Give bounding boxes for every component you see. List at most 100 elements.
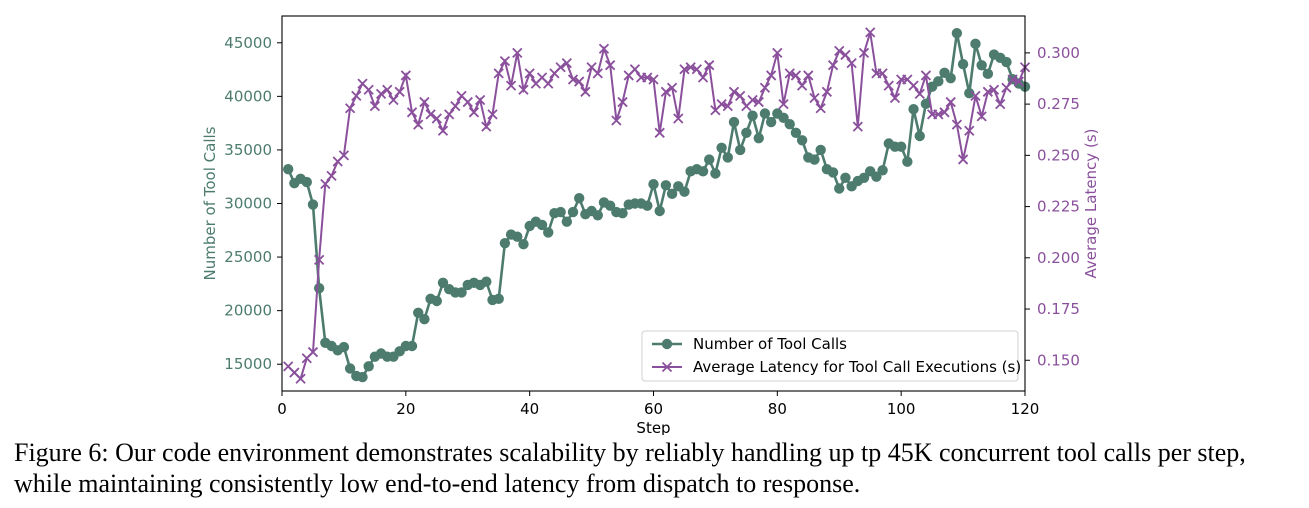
data-point-latency bbox=[970, 90, 981, 102]
y-tick-label-right: 0.300 bbox=[1037, 44, 1080, 62]
data-point-latency bbox=[505, 80, 517, 91]
data-point-tool-calls bbox=[642, 200, 653, 211]
data-point-latency bbox=[1001, 82, 1012, 93]
data-point-latency bbox=[450, 101, 461, 112]
data-point-latency bbox=[982, 86, 993, 97]
data-point-tool-calls bbox=[877, 165, 888, 176]
data-point-tool-calls bbox=[431, 295, 442, 307]
data-point-latency bbox=[834, 45, 845, 56]
data-point-latency bbox=[567, 74, 579, 85]
data-point-latency bbox=[759, 82, 771, 93]
data-point-tool-calls bbox=[555, 206, 566, 218]
data-point-latency bbox=[796, 80, 808, 91]
y-tick-label-right: 0.225 bbox=[1037, 198, 1080, 216]
data-point-tool-calls bbox=[809, 154, 820, 165]
data-point-latency bbox=[1013, 76, 1024, 87]
data-point-latency bbox=[821, 86, 833, 97]
data-point-tool-calls bbox=[734, 144, 746, 156]
data-point-latency bbox=[735, 90, 746, 102]
data-point-latency bbox=[728, 86, 740, 97]
data-point-latency bbox=[679, 64, 690, 75]
data-point-tool-calls bbox=[543, 227, 554, 238]
data-point-tool-calls bbox=[493, 293, 504, 305]
data-point-tool-calls bbox=[536, 219, 548, 231]
data-point-latency bbox=[574, 76, 585, 87]
data-point-tool-calls bbox=[982, 68, 994, 80]
data-point-latency bbox=[493, 68, 504, 79]
y-tick-label-right: 0.175 bbox=[1037, 300, 1080, 318]
chart: 0 20 40 60 80 100 120 15000 20000 25000 30000 35000… bbox=[201, 15, 1100, 435]
data-point-latency bbox=[704, 60, 715, 71]
data-point-latency bbox=[920, 70, 932, 81]
data-point-latency bbox=[481, 121, 492, 132]
data-point-tool-calls bbox=[363, 361, 374, 372]
data-point-tool-calls bbox=[784, 119, 795, 130]
data-point-tool-calls bbox=[920, 98, 932, 110]
legend-marker-calls bbox=[661, 338, 673, 350]
data-point-latency bbox=[852, 121, 863, 132]
data-point-latency bbox=[753, 96, 764, 108]
y-tick-label-left: 35000 bbox=[224, 141, 272, 159]
data-point-tool-calls bbox=[301, 176, 312, 188]
data-point-latency bbox=[809, 92, 820, 104]
data-point-latency bbox=[648, 74, 659, 85]
data-point-tool-calls bbox=[282, 164, 294, 175]
y-tick-label-right: 0.200 bbox=[1037, 249, 1080, 267]
data-point-latency bbox=[778, 98, 789, 110]
data-point-latency bbox=[803, 70, 814, 81]
data-point-tool-calls bbox=[827, 167, 839, 178]
data-point-latency bbox=[995, 98, 1006, 110]
data-point-latency bbox=[846, 57, 857, 69]
data-point-latency bbox=[865, 27, 876, 38]
data-point-latency bbox=[338, 150, 350, 161]
data-point-latency bbox=[431, 113, 442, 124]
data-point-tool-calls bbox=[834, 183, 845, 194]
data-point-latency bbox=[419, 96, 430, 108]
x-tick-label: 0 bbox=[277, 400, 287, 418]
y-tick-label-right: 0.275 bbox=[1037, 95, 1080, 113]
data-point-latency bbox=[598, 43, 610, 54]
data-point-latency bbox=[326, 170, 337, 181]
data-point-tool-calls bbox=[648, 179, 659, 190]
data-point-latency bbox=[976, 111, 987, 122]
data-point-tool-calls bbox=[895, 141, 907, 152]
data-point-tool-calls bbox=[858, 172, 870, 183]
data-point-tool-calls bbox=[970, 38, 981, 50]
data-point-tool-calls bbox=[840, 172, 851, 183]
data-point-tool-calls bbox=[567, 206, 579, 218]
y-axis-label-right: Average Latency (s) bbox=[1082, 129, 1100, 279]
x-tick-label: 40 bbox=[520, 400, 539, 418]
data-point-tool-calls bbox=[790, 127, 802, 138]
data-point-tool-calls bbox=[957, 59, 969, 70]
data-point-tool-calls bbox=[704, 154, 715, 165]
data-point-tool-calls bbox=[344, 363, 356, 374]
data-point-latency bbox=[697, 72, 709, 83]
legend: Number of Tool Calls Average Latency for… bbox=[641, 330, 1021, 382]
x-tick-label: 120 bbox=[1011, 400, 1040, 418]
data-point-latency bbox=[642, 72, 653, 83]
data-point-tool-calls bbox=[654, 205, 665, 217]
data-point-tool-calls bbox=[945, 72, 956, 84]
data-point-latency bbox=[964, 125, 975, 136]
data-point-latency bbox=[351, 90, 362, 102]
series-tool-calls bbox=[282, 27, 1031, 383]
data-point-tool-calls bbox=[512, 231, 523, 242]
data-point-latency bbox=[580, 86, 591, 97]
data-point-tool-calls bbox=[796, 135, 808, 146]
data-point-latency bbox=[462, 96, 473, 108]
data-point-tool-calls bbox=[357, 371, 368, 383]
data-point-tool-calls bbox=[914, 130, 925, 142]
y-tick-label-left: 15000 bbox=[224, 355, 272, 373]
data-point-tool-calls bbox=[964, 87, 975, 99]
data-point-tool-calls bbox=[313, 282, 325, 294]
data-point-latency bbox=[444, 109, 455, 120]
data-point-latency bbox=[487, 109, 498, 120]
data-point-tool-calls bbox=[741, 127, 752, 138]
data-point-tool-calls bbox=[908, 104, 919, 115]
data-point-latency bbox=[722, 101, 733, 112]
data-point-tool-calls bbox=[419, 314, 430, 325]
data-point-latency bbox=[883, 80, 894, 91]
y-tick-label-left: 40000 bbox=[224, 87, 272, 105]
data-point-latency bbox=[933, 109, 944, 120]
